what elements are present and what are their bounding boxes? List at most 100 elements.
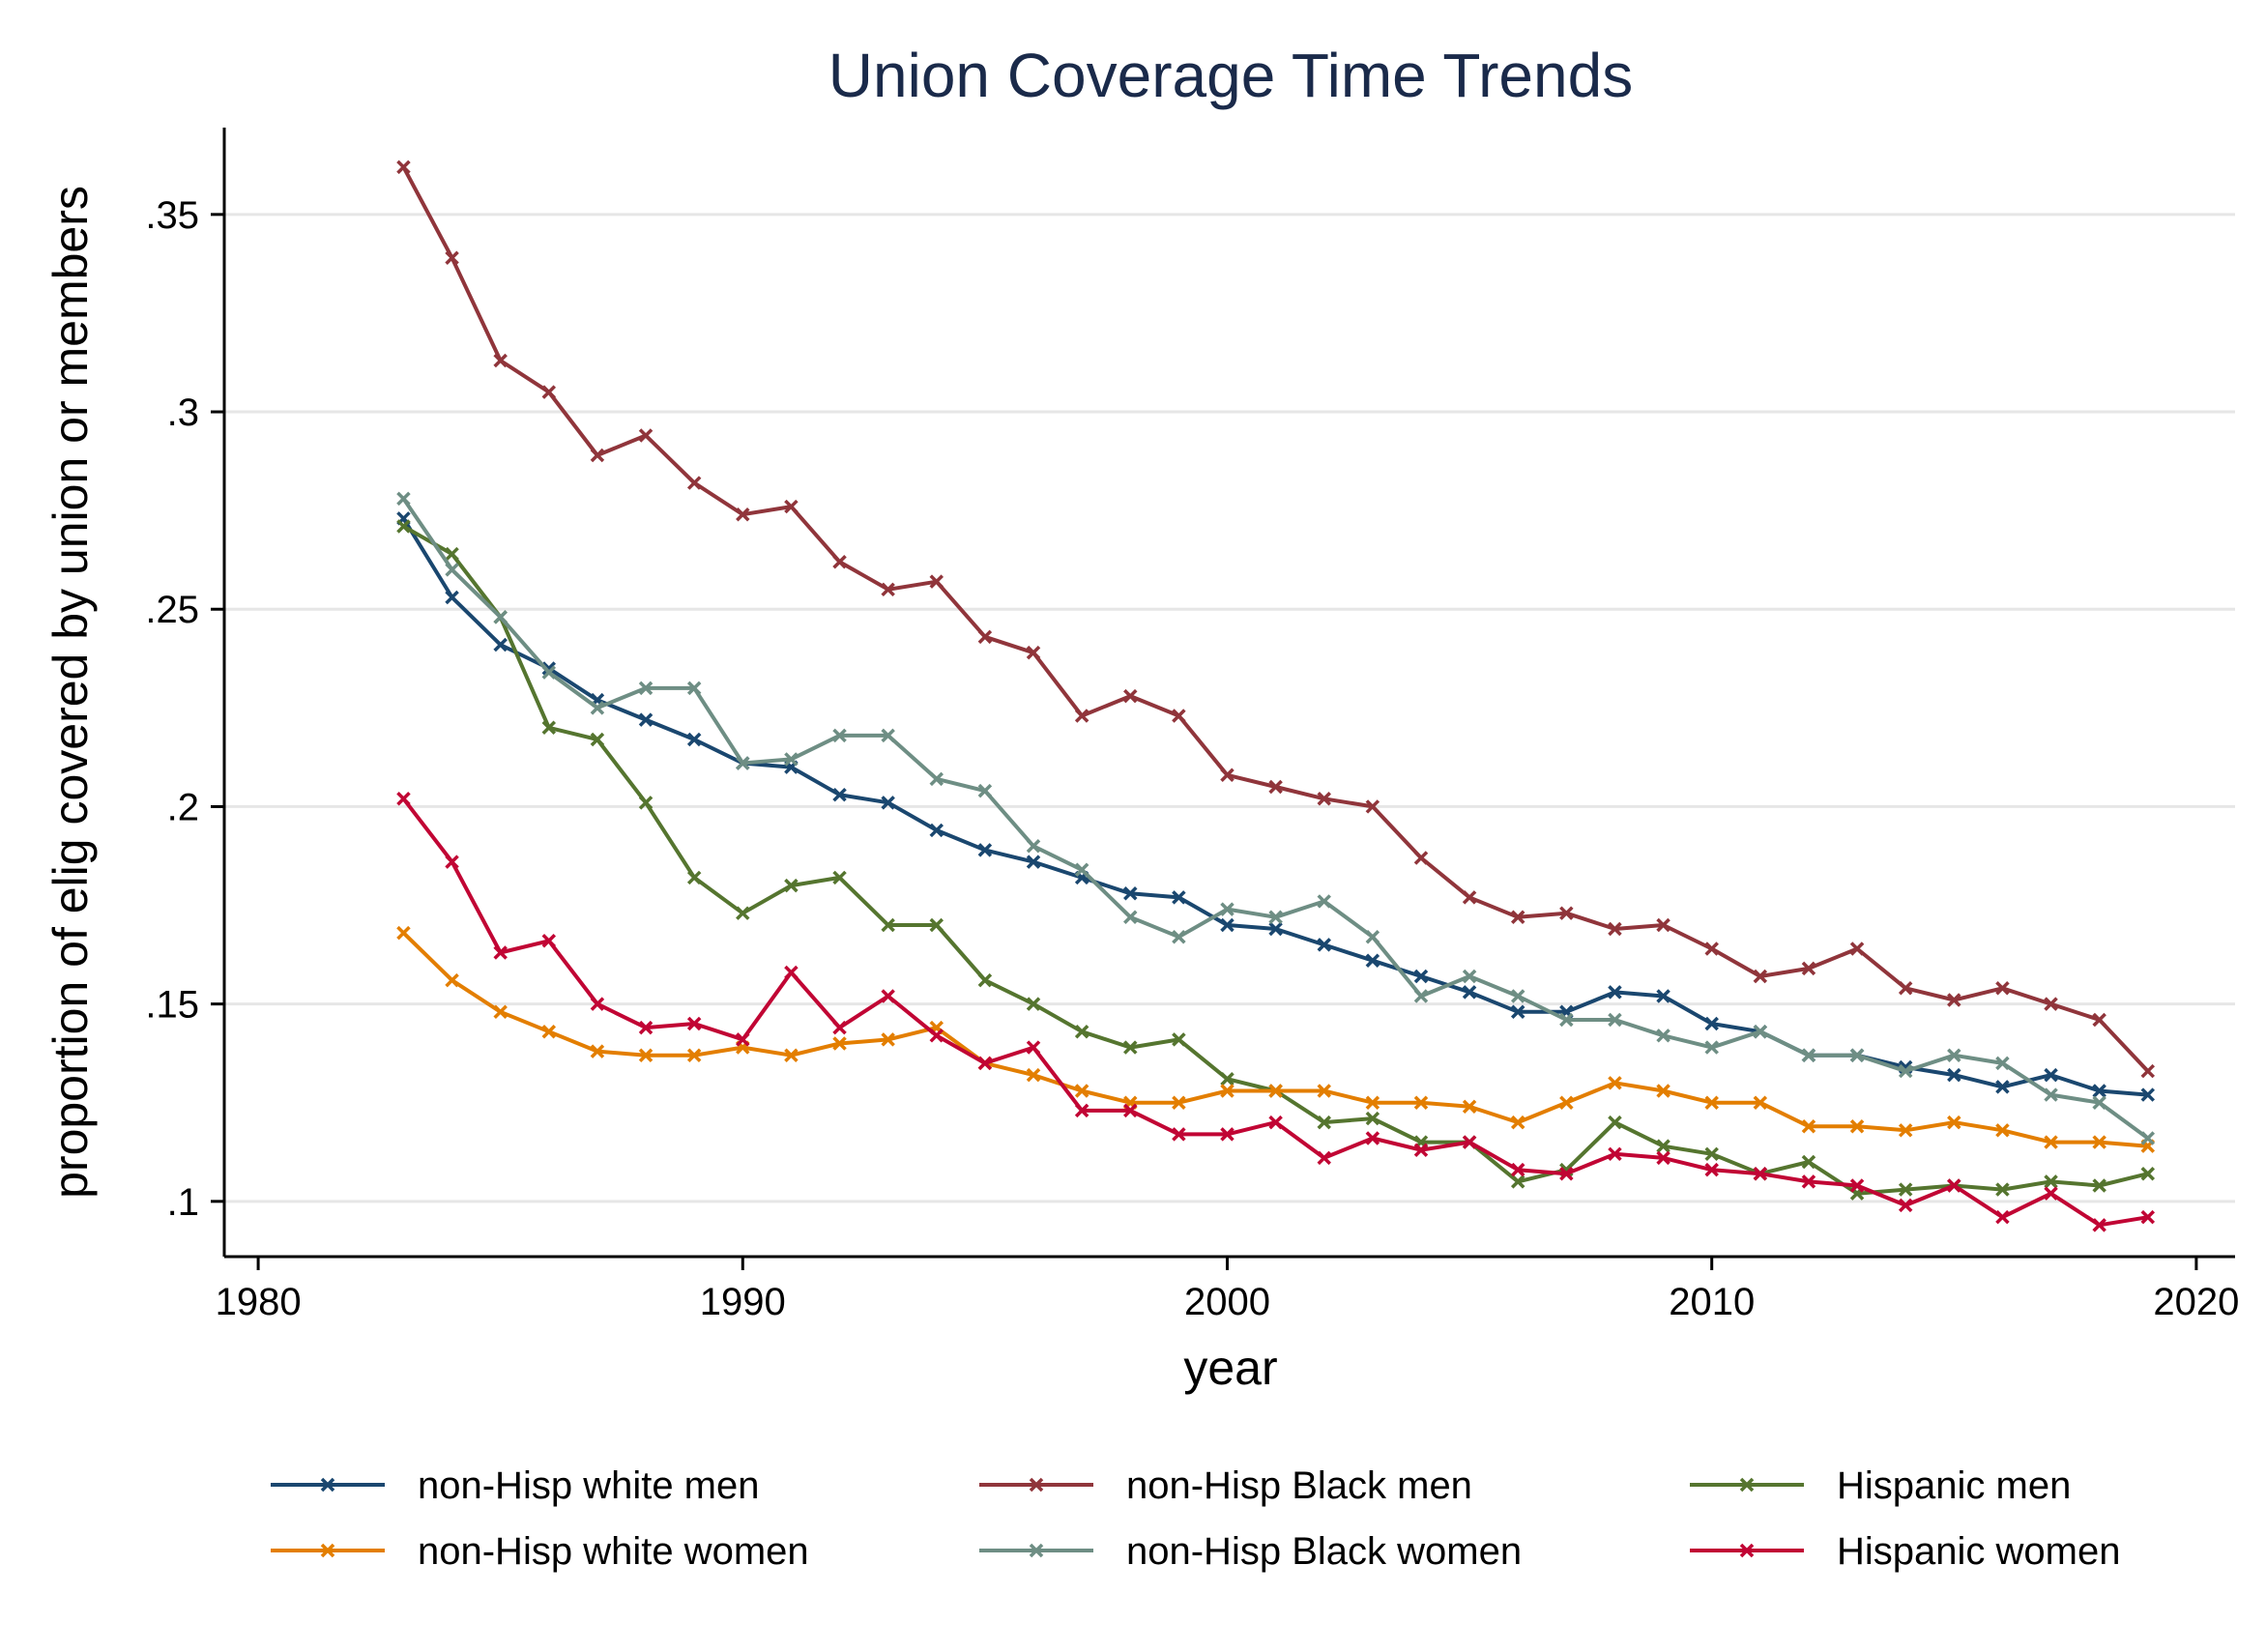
data-point: [784, 878, 799, 893]
legend-label: Hispanic men: [1837, 1464, 2071, 1507]
data-point: [2044, 1087, 2058, 1102]
legend-marker: [1739, 1477, 1755, 1493]
series-hispanic-men: [396, 519, 2156, 1201]
legend-item-non-hisp-white-women: non-Hisp white women: [271, 1530, 809, 1573]
data-point: [1268, 910, 1283, 925]
data-point: [1268, 921, 1283, 937]
data-point: [1947, 1067, 1961, 1083]
data-point: [1656, 1150, 1670, 1166]
data-point: [1268, 1115, 1283, 1130]
data-point: [1413, 1095, 1429, 1110]
data-point: [541, 1024, 557, 1039]
data-point: [1753, 1167, 1768, 1181]
data-point: [396, 491, 411, 507]
data-point: [832, 728, 847, 743]
data-point: [1995, 1182, 2010, 1197]
data-point: [1753, 969, 1768, 984]
x-tick-label: 1980: [216, 1281, 302, 1323]
data-point: [638, 1048, 654, 1062]
data-point: [1510, 1004, 1525, 1020]
legend-label: Hispanic women: [1837, 1530, 2120, 1573]
data-point: [1704, 1162, 1719, 1177]
data-point: [1026, 1067, 1041, 1083]
data-point: [1026, 997, 1041, 1011]
series-line-non-hisp-black-women: [401, 497, 2149, 1141]
data-point: [1123, 1040, 1138, 1055]
data-point: [1849, 1048, 1865, 1062]
data-point: [1656, 1084, 1670, 1098]
data-point: [493, 637, 508, 652]
data-point: [736, 1032, 750, 1047]
data-point: [1608, 921, 1622, 937]
series-non-hisp-white-women: [396, 925, 2156, 1153]
data-point: [445, 546, 459, 562]
data-point: [929, 771, 944, 787]
data-point: [1753, 1024, 1768, 1039]
series-line-non-hisp-black-men: [401, 165, 2150, 1073]
data-point: [881, 582, 895, 597]
data-point: [1947, 1115, 1961, 1130]
data-point: [1656, 989, 1670, 1003]
data-point: [2044, 1135, 2058, 1149]
data-point: [1510, 1115, 1525, 1130]
data-point: [1608, 1115, 1622, 1130]
data-point: [881, 989, 895, 1003]
data-point: [929, 823, 944, 838]
data-point: [1510, 1174, 1525, 1189]
data-point: [1801, 961, 1816, 976]
data-point: [1172, 1127, 1186, 1142]
data-point: [929, 574, 944, 589]
data-point: [590, 1044, 605, 1058]
data-point: [2044, 1174, 2058, 1189]
data-point: [832, 554, 847, 569]
legend-item-hispanic-women: Hispanic women: [1690, 1530, 2120, 1573]
data-point: [2092, 1218, 2106, 1232]
data-point: [977, 1056, 993, 1071]
series-lines: [396, 159, 2156, 1232]
data-point: [1559, 1095, 1574, 1110]
data-point: [1801, 1118, 1816, 1134]
data-point: [1462, 1099, 1477, 1115]
data-point: [445, 563, 459, 577]
data-point: [638, 712, 654, 727]
legend-label: non-Hisp Black men: [1126, 1464, 1472, 1507]
data-point: [1656, 1029, 1670, 1043]
data-point: [1704, 942, 1719, 956]
x-tick-label: 1990: [700, 1281, 786, 1323]
data-point: [686, 476, 702, 490]
data-point: [1704, 1095, 1719, 1110]
data-point: [2092, 1178, 2106, 1193]
x-tick-label: 2020: [2153, 1281, 2239, 1323]
data-point: [396, 792, 411, 806]
data-point: [1898, 1063, 1913, 1079]
data-point: [1172, 890, 1186, 905]
data-point: [590, 732, 605, 747]
data-point: [1462, 985, 1477, 1000]
data-point: [784, 752, 799, 767]
x-tick-label: 2000: [1184, 1281, 1270, 1323]
data-point: [1317, 1150, 1331, 1166]
data-point: [1317, 1115, 1331, 1130]
data-point: [1995, 1123, 2010, 1138]
data-point: [1608, 1012, 1622, 1028]
data-point: [396, 519, 411, 534]
data-point: [493, 353, 508, 368]
data-point: [1801, 1048, 1816, 1062]
data-point: [881, 796, 895, 810]
legend-item-non-hisp-black-men: non-Hisp Black men: [979, 1464, 1472, 1507]
data-point: [1849, 1178, 1865, 1193]
data-point: [1317, 894, 1331, 909]
data-point: [1365, 799, 1380, 814]
data-point: [977, 783, 993, 798]
data-point: [1559, 1167, 1574, 1181]
data-point: [686, 870, 702, 885]
data-point: [1413, 969, 1429, 984]
series-line-non-hisp-white-women: [402, 931, 2148, 1148]
data-point: [1704, 1040, 1719, 1055]
data-point: [2140, 1063, 2156, 1079]
data-point: [2092, 1095, 2106, 1110]
data-point: [832, 787, 847, 802]
data-point: [784, 1048, 799, 1062]
